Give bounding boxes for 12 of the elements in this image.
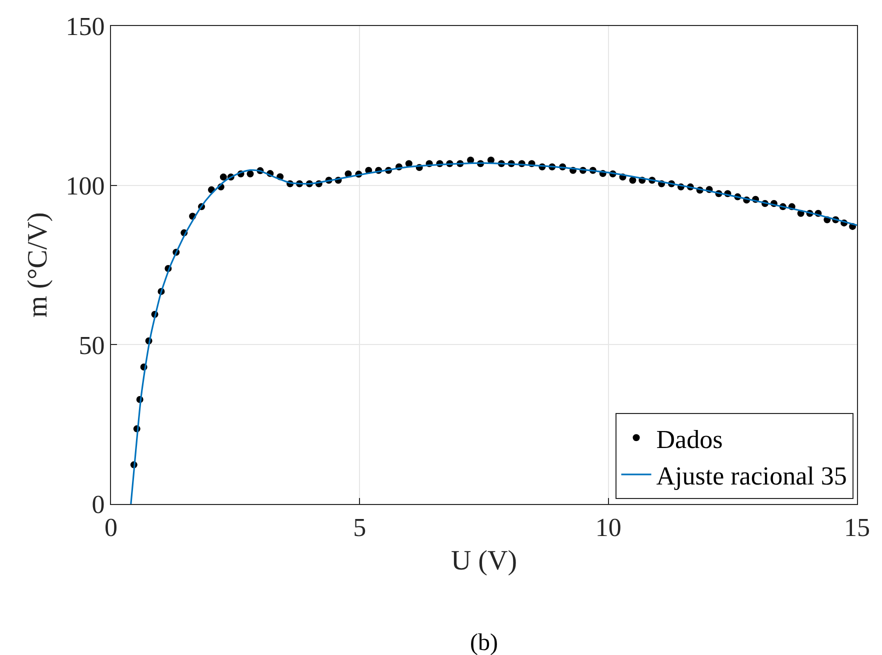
x-axis-title: U (V) xyxy=(450,545,518,576)
x-tick-label: 5 xyxy=(353,513,366,542)
y-axis-title: m (°C/V) xyxy=(22,212,54,318)
y-tick-label: 150 xyxy=(66,12,105,42)
legend-label: Dados xyxy=(656,424,723,454)
x-tick-label: 10 xyxy=(595,513,622,542)
y-tick-label: 50 xyxy=(78,330,105,360)
y-tick-label: 100 xyxy=(66,171,105,200)
x-tick-label: 15 xyxy=(844,513,870,542)
legend-label: Ajuste racional 35 xyxy=(656,462,847,491)
y-tick-label: 0 xyxy=(92,490,105,520)
text: (b) xyxy=(470,630,498,655)
